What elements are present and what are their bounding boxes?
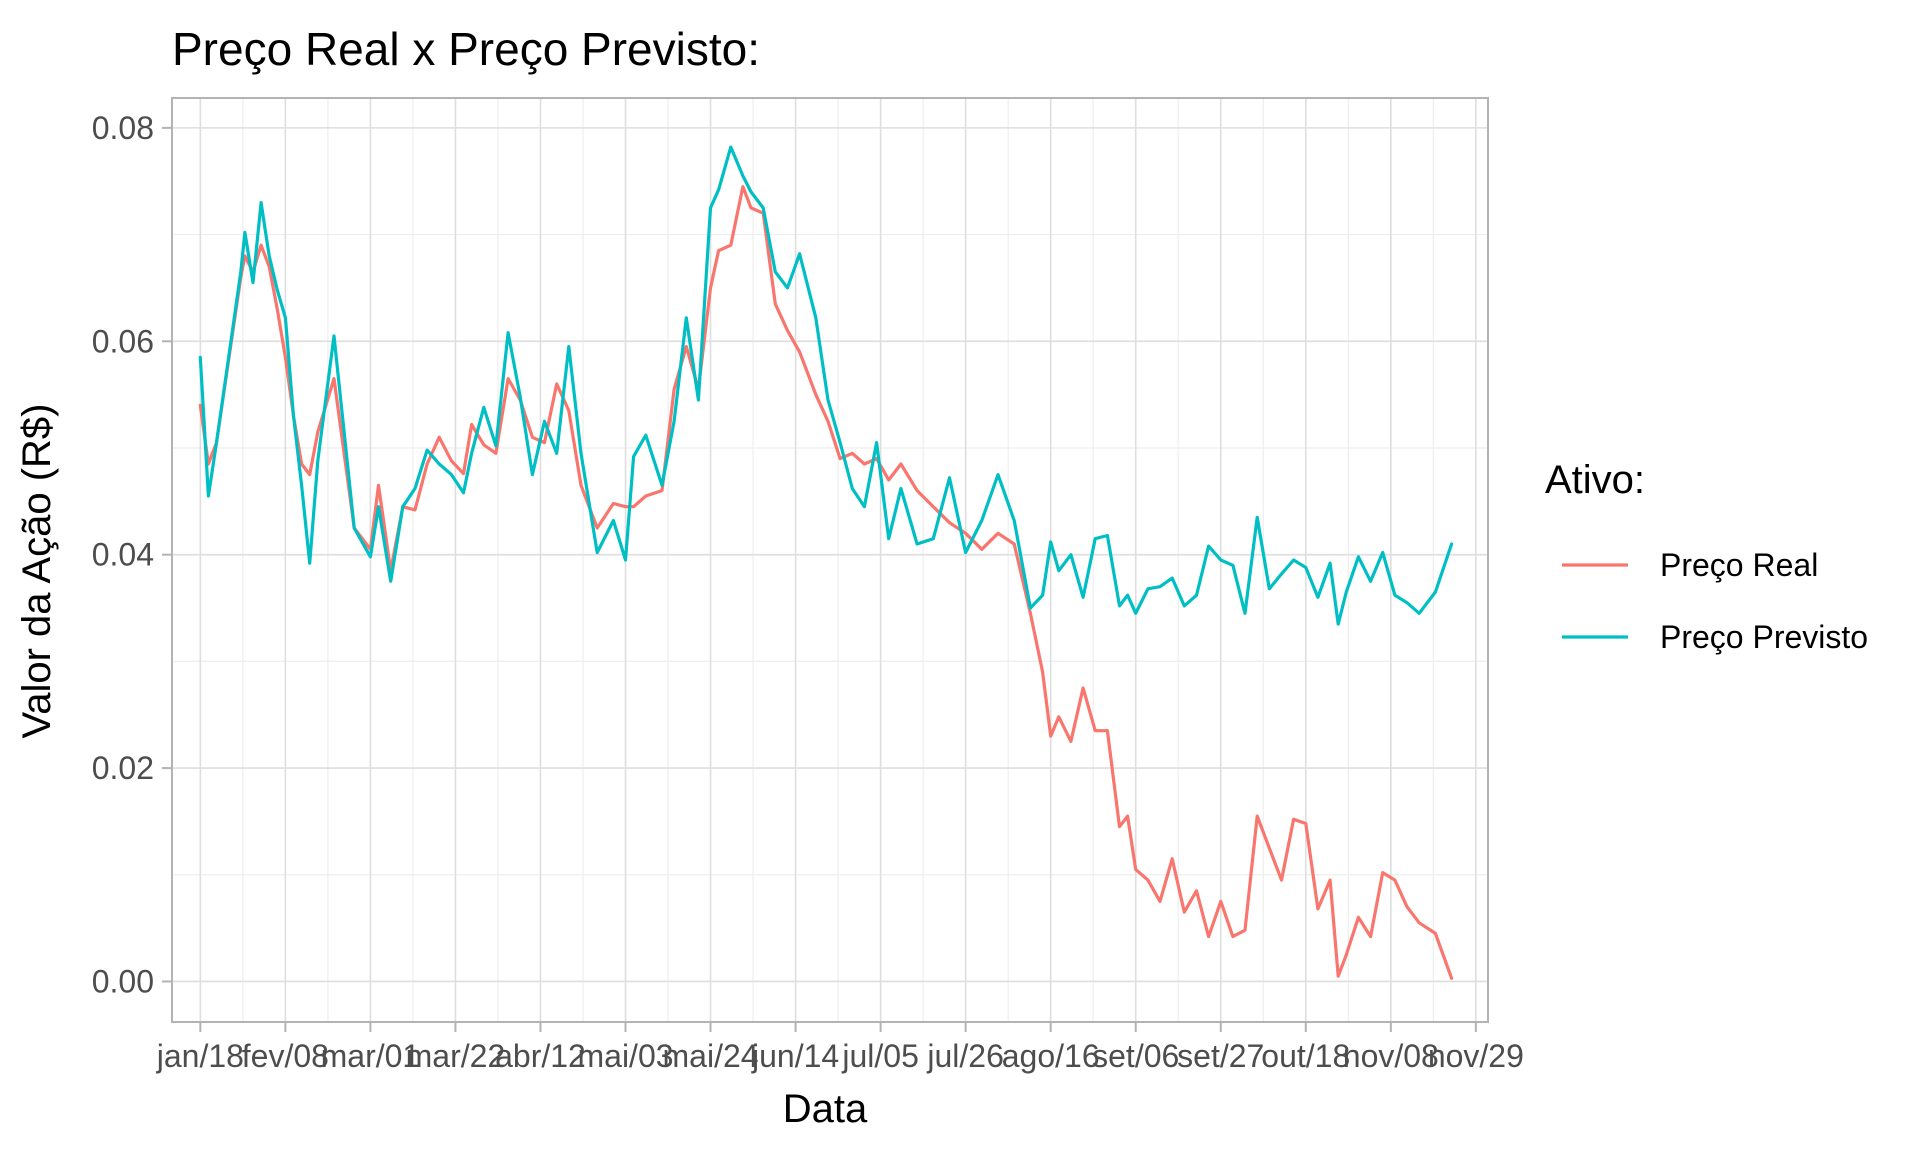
x-tick-label: mar/22 xyxy=(406,1038,506,1074)
x-tick-label: jun/14 xyxy=(751,1038,839,1074)
x-tick-label: mai/03 xyxy=(577,1038,673,1074)
legend: Ativo: Preço Real Preço Previsto xyxy=(1545,458,1868,655)
x-tick-label: mar/01 xyxy=(321,1038,421,1074)
x-tick-label: nov/29 xyxy=(1428,1038,1524,1074)
chart-title: Preço Real x Preço Previsto: xyxy=(172,23,760,75)
x-tick-label: set/27 xyxy=(1177,1038,1264,1074)
x-tick-label: set/06 xyxy=(1092,1038,1179,1074)
y-tick-label: 0.00 xyxy=(92,963,154,999)
y-axis-title: Valor da Ação (R$) xyxy=(15,404,59,739)
minor-gridlines xyxy=(172,98,1488,1022)
x-tick-label: jan/18 xyxy=(156,1038,244,1074)
legend-label-preco-real: Preço Real xyxy=(1660,547,1818,583)
x-tick-label: jul/05 xyxy=(841,1038,919,1074)
x-axis: jan/18fev/08mar/01mar/22abr/12mai/03mai/… xyxy=(156,1022,1524,1074)
x-axis-title: Data xyxy=(783,1087,868,1131)
legend-label-preco-previsto: Preço Previsto xyxy=(1660,619,1868,655)
plot-panel xyxy=(171,97,1489,1023)
x-tick-label: out/18 xyxy=(1261,1038,1350,1074)
x-tick-label: jul/26 xyxy=(926,1038,1004,1074)
y-tick-label: 0.04 xyxy=(92,537,154,573)
x-tick-label: abr/12 xyxy=(495,1038,586,1074)
y-tick-label: 0.08 xyxy=(92,110,154,146)
x-tick-label: ago/16 xyxy=(1002,1038,1100,1074)
x-tick-label: fev/08 xyxy=(242,1038,329,1074)
panel-border xyxy=(171,97,1489,1023)
legend-title: Ativo: xyxy=(1545,458,1645,502)
y-tick-label: 0.06 xyxy=(92,323,154,359)
major-gridlines xyxy=(172,98,1488,1022)
series-layer xyxy=(198,145,1454,980)
series-line-preco-real xyxy=(198,185,1454,980)
y-tick-label: 0.02 xyxy=(92,750,154,786)
series-line-preco-previsto xyxy=(198,145,1454,626)
x-tick-label: mai/24 xyxy=(663,1038,759,1074)
y-axis: 0.00 0.02 0.04 0.06 0.08 xyxy=(92,110,172,999)
x-tick-label: nov/08 xyxy=(1343,1038,1439,1074)
